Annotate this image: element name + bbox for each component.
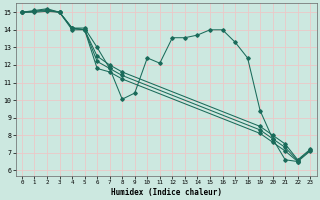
X-axis label: Humidex (Indice chaleur): Humidex (Indice chaleur): [111, 188, 221, 197]
